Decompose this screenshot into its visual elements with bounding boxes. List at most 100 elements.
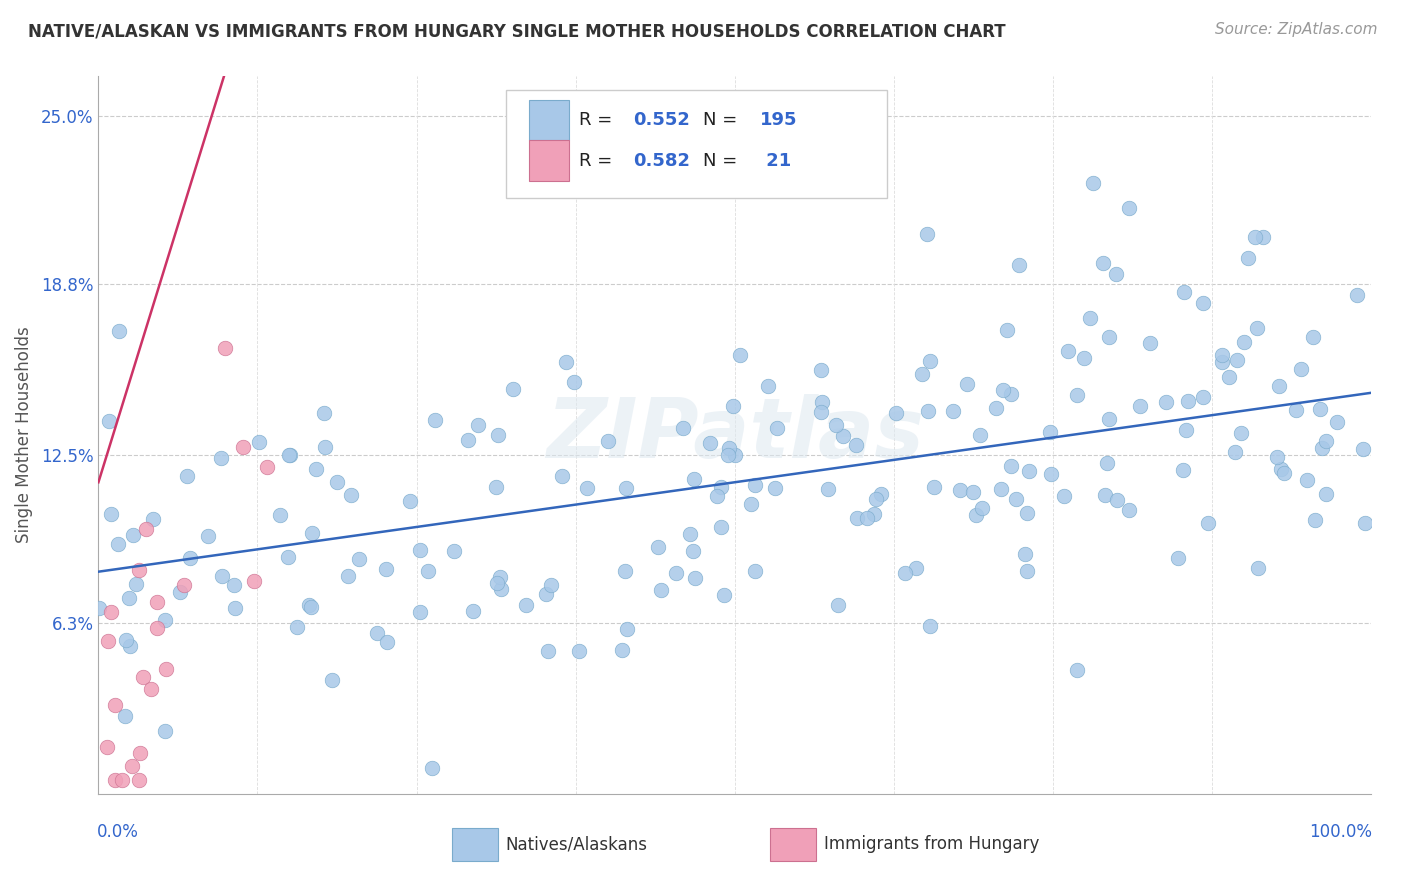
Point [107, 537, 129, 551]
Text: 100.0%: 100.0% [1309, 822, 1372, 840]
Point [575, 481, 598, 495]
Point [463, 604, 485, 618]
Point [1265, 450, 1288, 464]
Point [443, 543, 465, 558]
Point [740, 497, 762, 511]
Point [1244, 229, 1267, 244]
FancyBboxPatch shape [453, 829, 498, 862]
Point [810, 405, 832, 419]
Point [1247, 560, 1270, 574]
Point [145, 595, 167, 609]
Point [865, 492, 887, 507]
Point [277, 448, 299, 462]
Point [197, 529, 219, 543]
Point [1066, 387, 1088, 401]
Text: ZIPatlas: ZIPatlas [546, 394, 924, 475]
Point [1073, 351, 1095, 365]
Point [1095, 456, 1118, 470]
Point [1053, 489, 1076, 503]
Point [1105, 267, 1128, 281]
Point [1353, 442, 1375, 456]
Point [1211, 348, 1233, 362]
Point [87, 601, 110, 615]
Point [312, 406, 335, 420]
Point [911, 367, 934, 381]
Point [721, 399, 744, 413]
Point [409, 543, 432, 558]
Point [247, 434, 270, 449]
Point [1223, 445, 1246, 459]
Point [1039, 425, 1062, 440]
Point [375, 634, 398, 648]
Point [97, 634, 120, 648]
Point [665, 566, 688, 581]
Point [598, 434, 620, 449]
Point [614, 564, 637, 578]
Point [256, 460, 278, 475]
Point [347, 552, 370, 566]
Point [374, 562, 396, 576]
Point [1354, 516, 1376, 530]
Point [1315, 487, 1337, 501]
Point [863, 507, 886, 521]
FancyBboxPatch shape [770, 829, 815, 862]
Point [1233, 335, 1256, 350]
Point [1078, 311, 1101, 326]
Point [486, 428, 509, 442]
Point [1226, 352, 1249, 367]
Point [1057, 343, 1080, 358]
Point [918, 354, 941, 368]
Point [884, 406, 907, 420]
Point [121, 759, 143, 773]
Point [1218, 370, 1240, 384]
Point [299, 600, 322, 615]
Point [485, 575, 508, 590]
Point [717, 441, 740, 455]
Point [969, 427, 991, 442]
Point [1270, 462, 1292, 476]
Point [108, 324, 131, 338]
Point [1191, 296, 1213, 310]
Point [1268, 378, 1291, 392]
Point [537, 644, 560, 658]
Point [321, 673, 343, 687]
Point [155, 662, 177, 676]
Point [650, 582, 672, 597]
Point [956, 377, 979, 392]
Point [942, 403, 965, 417]
Point [457, 433, 479, 447]
Point [1303, 513, 1326, 527]
Point [918, 619, 941, 633]
Point [724, 448, 747, 462]
Point [135, 522, 157, 536]
Point [179, 551, 201, 566]
Point [173, 577, 195, 591]
Point [672, 421, 695, 435]
Point [647, 540, 669, 554]
Point [1310, 441, 1333, 455]
Point [153, 613, 176, 627]
Point [1237, 252, 1260, 266]
Point [870, 486, 893, 500]
Point [824, 418, 846, 433]
Point [1098, 330, 1121, 344]
Point [1118, 202, 1140, 216]
Point [1211, 355, 1233, 369]
Point [1139, 335, 1161, 350]
Point [610, 642, 633, 657]
Text: N =: N = [703, 152, 737, 169]
Point [717, 448, 740, 462]
Point [153, 723, 176, 738]
Point [278, 448, 301, 462]
Point [810, 395, 832, 409]
Point [489, 582, 512, 596]
Point [1296, 473, 1319, 487]
Point [242, 574, 264, 589]
Point [1272, 466, 1295, 480]
Point [1015, 564, 1038, 578]
Point [832, 429, 855, 443]
Point [962, 484, 984, 499]
Point [502, 382, 524, 396]
Point [489, 569, 512, 583]
Point [1167, 551, 1189, 566]
